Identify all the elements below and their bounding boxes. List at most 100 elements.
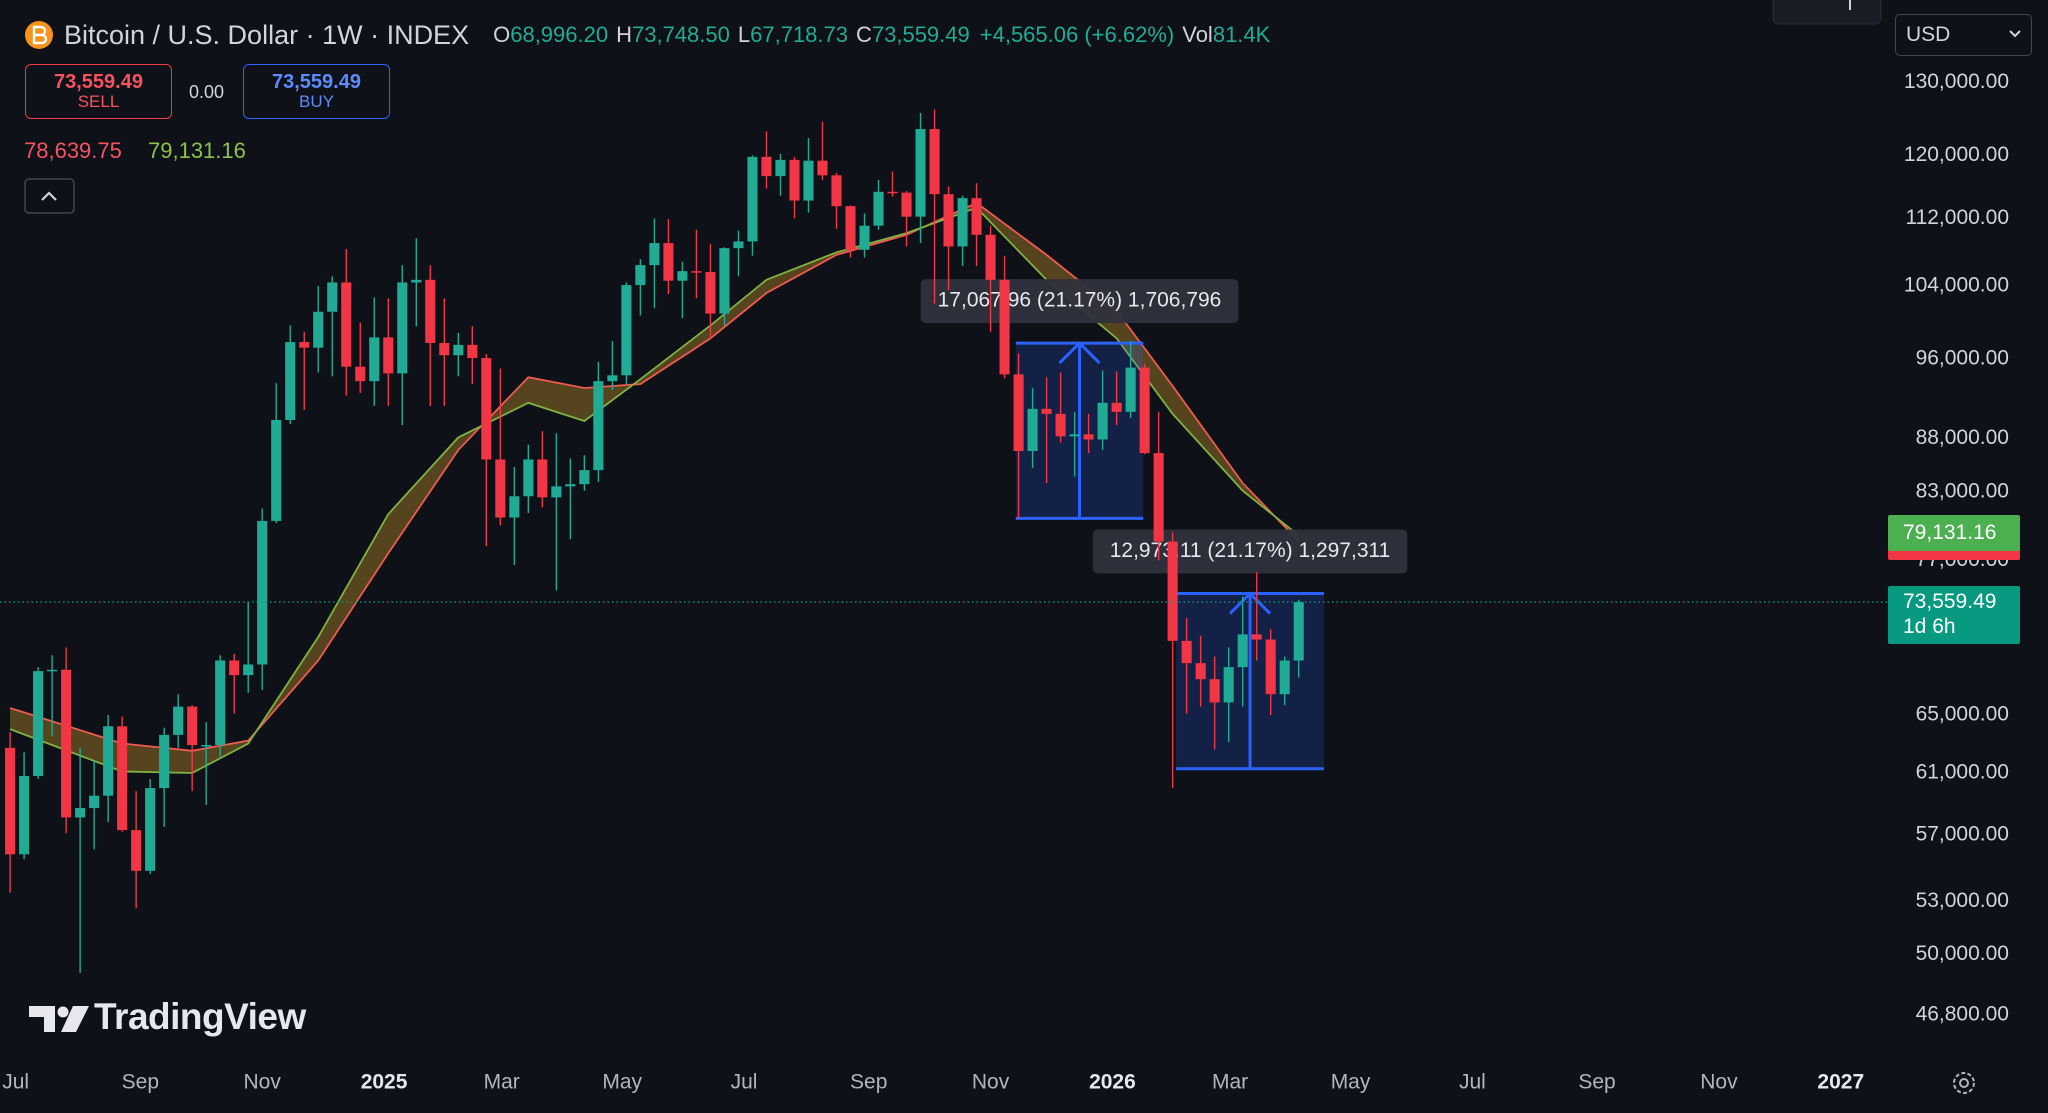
candle-body: [873, 191, 884, 226]
candle-body: [859, 225, 870, 250]
measure-label-text: 17,067.96 (21.17%) 1,706,796: [938, 289, 1222, 312]
candle-body: [201, 744, 212, 747]
candle-body: [1153, 453, 1164, 542]
measure-arrowhead: [1228, 591, 1272, 615]
candle-body: [75, 808, 86, 818]
y-tick-label: 65,000.00: [1916, 703, 2009, 726]
currency-chevron: [2009, 30, 2021, 38]
candle-body: [621, 285, 632, 376]
buy-price: 73,559.49: [272, 71, 361, 94]
candle-body: [663, 243, 674, 281]
symbol-header: Bitcoin / U.S. Dollar · 1W · INDEX O 68,9…: [64, 17, 1270, 53]
x-tick-label: Mar: [1212, 1071, 1248, 1094]
x-tick-label: 2027: [1817, 1071, 1864, 1094]
candle-body: [1097, 402, 1108, 440]
candle-body: [159, 734, 170, 789]
y-tick-label: 96,000.00: [1916, 347, 2009, 370]
candle-body: [439, 343, 450, 356]
candle-body: [47, 669, 58, 672]
x-tick-label: Jul: [2, 1071, 29, 1094]
candle-body: [1013, 374, 1024, 451]
candles: [5, 109, 1304, 973]
candle-body: [341, 282, 352, 367]
ohlc-value: 73,748.50: [631, 22, 730, 47]
candle-body: [19, 775, 30, 855]
candle-body: [579, 470, 590, 485]
candle-body: [1265, 639, 1276, 695]
candle-body: [929, 129, 940, 195]
x-tick-label: Mar: [484, 1071, 520, 1094]
x-tick-label: 2026: [1089, 1071, 1136, 1094]
ohlc-key: C: [855, 22, 872, 47]
buy-button[interactable]: 73,559.49 BUY: [243, 64, 390, 119]
measure-arrowhead: [1058, 340, 1101, 365]
ohlc-key: O: [493, 22, 511, 47]
candle-body: [551, 486, 562, 498]
candle-body: [1293, 602, 1304, 661]
candle-body: [243, 664, 254, 676]
candle-body: [1223, 667, 1234, 703]
x-tick-label: 2025: [361, 1071, 408, 1094]
candle-body: [971, 198, 982, 235]
candle-body: [117, 726, 128, 831]
x-tick-label: May: [1331, 1071, 1371, 1094]
last-price-badge: 73,559.49 1d 6h: [1888, 586, 2020, 645]
candle-body: [537, 459, 548, 498]
candle-body: [425, 279, 436, 344]
spread: 0.00: [189, 82, 225, 102]
y-tick-label: 104,000.00: [1904, 274, 2009, 297]
candle-body: [943, 194, 954, 247]
candle-body: [5, 747, 16, 855]
x-tick-label: Nov: [244, 1071, 282, 1094]
ma-value: 78,639.75: [24, 138, 122, 163]
y-tick-label: 112,000.00: [1905, 206, 2009, 229]
candle-body: [313, 311, 324, 348]
bitcoin-icon-glyph: [32, 25, 48, 45]
ohlc-value: 68,996.20: [510, 22, 609, 47]
candle-body: [33, 671, 44, 776]
ohlc-value: 67,718.73: [750, 22, 848, 47]
candle-body: [1111, 402, 1122, 412]
candle-body: [103, 726, 114, 796]
y-tick-label: 50,000.00: [1916, 942, 2009, 965]
candle-body: [215, 660, 226, 745]
candle-body: [957, 198, 968, 247]
candle-body: [1209, 679, 1220, 703]
collapse-icon: [41, 191, 57, 201]
price-change: +4,565.06 (+6.62%): [979, 22, 1175, 47]
toolbar-tab[interactable]: [1772, 0, 1882, 25]
logo-part: [61, 1006, 89, 1032]
collapse-button[interactable]: [24, 178, 75, 214]
candle-body: [481, 358, 492, 460]
ohlc-key: L: [737, 22, 751, 47]
candle-body: [789, 159, 800, 201]
settings-icon[interactable]: [1953, 1072, 1975, 1094]
logo-part: [29, 1006, 55, 1032]
sell-button[interactable]: 73,559.49 SELL: [25, 64, 172, 119]
candle-body: [705, 272, 716, 314]
candle-body: [607, 375, 618, 382]
candle-body: [131, 830, 142, 871]
sell-label: SELL: [77, 92, 120, 112]
ohlc-value: 73,559.49: [871, 22, 970, 47]
candle-body: [1083, 434, 1094, 440]
currency-label: USD: [1906, 23, 1951, 46]
candle-body: [383, 337, 394, 374]
candle-body: [89, 795, 100, 809]
y-tick-label: 83,000.00: [1916, 479, 2009, 502]
measure-label: 17,067.96 (21.17%) 1,706,796: [920, 279, 1239, 324]
candle-body: [173, 706, 184, 735]
y-tick-label: 57,000.00: [1916, 822, 2009, 845]
y-tick-label: 46,800.00: [1916, 1002, 2009, 1025]
candle-body: [1279, 660, 1290, 695]
candle-body: [1237, 634, 1248, 668]
candle-body: [719, 248, 730, 314]
x-tick-label: May: [602, 1071, 642, 1094]
candle-body: [831, 175, 842, 207]
candle-body: [733, 241, 744, 249]
candle-body: [509, 496, 520, 518]
currency-select[interactable]: USD: [1895, 14, 2032, 56]
candle-body: [803, 160, 814, 201]
candle-body: [271, 419, 282, 521]
